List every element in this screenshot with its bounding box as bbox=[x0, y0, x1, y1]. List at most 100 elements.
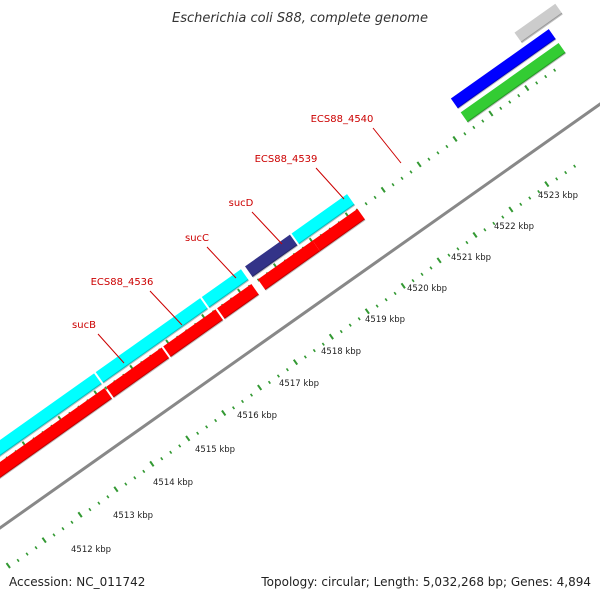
inner-tick bbox=[508, 206, 514, 213]
red-feature-edge bbox=[113, 357, 170, 399]
inner-tick bbox=[339, 329, 343, 334]
inner-tick bbox=[257, 384, 263, 391]
inner-tick bbox=[312, 348, 316, 353]
inner-tick bbox=[70, 520, 74, 524]
inner-tick bbox=[384, 298, 388, 302]
outer-tick bbox=[517, 93, 521, 98]
kbp-label: 4521 kbp bbox=[451, 253, 491, 263]
inner-tick bbox=[544, 181, 550, 188]
inner-tick bbox=[492, 221, 496, 226]
inner-tick bbox=[276, 374, 280, 378]
inner-tick bbox=[555, 177, 559, 181]
gene-labels: sucB ECS88_4536 sucC sucD ECS88_4539 ECS88_45… bbox=[72, 114, 402, 364]
inner-tick bbox=[142, 469, 146, 474]
outer-tick bbox=[553, 68, 557, 72]
outer-tick bbox=[400, 176, 404, 180]
gene-leader-line bbox=[251, 211, 283, 245]
kbp-label: 4517 kbp bbox=[279, 379, 319, 389]
inner-tick bbox=[519, 202, 523, 207]
inner-tick bbox=[160, 457, 164, 461]
kbp-label: 4518 kbp bbox=[321, 347, 361, 357]
inner-tick bbox=[465, 240, 469, 245]
inner-tick bbox=[436, 257, 442, 264]
red-feature bbox=[106, 347, 170, 398]
kbp-label: 4513 kbp bbox=[113, 511, 153, 521]
inner-tick bbox=[232, 406, 236, 410]
inner-tick bbox=[214, 418, 218, 423]
inner-tick bbox=[357, 317, 361, 321]
cyan-feature-edge bbox=[0, 383, 103, 458]
inner-tick bbox=[364, 308, 370, 315]
outer-tick bbox=[373, 195, 377, 200]
cyan-feature bbox=[291, 194, 355, 245]
inner-tick bbox=[400, 282, 406, 289]
feature-tracks bbox=[0, 3, 567, 480]
outer-tick bbox=[481, 119, 485, 123]
kbp-label: 4523 kbp bbox=[538, 191, 578, 201]
inner-tick bbox=[178, 444, 182, 448]
red-feature-edge bbox=[170, 319, 224, 358]
kbp-label: 4515 kbp bbox=[195, 445, 235, 455]
cyan-feature-edge bbox=[102, 307, 209, 384]
gene-label: sucB bbox=[72, 320, 96, 331]
red-feature bbox=[257, 240, 321, 290]
gray-feature-edge bbox=[520, 12, 563, 44]
gene-leader-line bbox=[372, 127, 402, 164]
genome-title: Escherichia coli S88, complete genome bbox=[172, 11, 428, 26]
outer-tick bbox=[416, 161, 422, 168]
inner-tick bbox=[61, 526, 65, 531]
gene-leader-line bbox=[206, 246, 237, 279]
inner-tick bbox=[328, 333, 334, 340]
red-feature bbox=[163, 309, 223, 357]
gene-label: ECS88_4540 bbox=[311, 114, 374, 125]
inner-tick bbox=[77, 511, 83, 518]
red-feature bbox=[217, 283, 259, 319]
red-feature bbox=[0, 388, 112, 478]
inner-tick bbox=[25, 552, 29, 556]
accession-text: Accession: NC_011742 bbox=[9, 575, 145, 589]
outer-tick bbox=[524, 85, 530, 92]
inner-tick bbox=[375, 304, 379, 308]
outer-tick bbox=[380, 186, 386, 193]
blue-feature bbox=[450, 29, 556, 109]
inner-tick bbox=[169, 450, 173, 455]
inner-tick bbox=[573, 164, 577, 168]
green-feature-edge bbox=[467, 52, 567, 124]
red-feature-edge bbox=[0, 397, 113, 480]
cyan-feature bbox=[0, 373, 102, 456]
inner-tick bbox=[240, 399, 245, 404]
inner-tick bbox=[411, 278, 415, 283]
outer-tick bbox=[535, 81, 539, 85]
gene-label: sucD bbox=[229, 198, 254, 209]
kbp-label: 4516 kbp bbox=[237, 411, 277, 421]
inner-tick bbox=[196, 431, 200, 435]
inner-tick bbox=[34, 546, 38, 550]
inner-tick bbox=[537, 189, 541, 194]
inner-tick bbox=[88, 507, 92, 512]
red-feature-edge bbox=[264, 250, 321, 291]
outer-tick bbox=[436, 151, 440, 155]
inner-tick bbox=[52, 533, 56, 537]
topology-text: Topology: circular; Length: 5,032,268 bp… bbox=[260, 575, 591, 589]
inner-tick bbox=[472, 231, 478, 238]
outer-tick bbox=[472, 125, 476, 130]
kbp-label: 4520 kbp bbox=[407, 284, 447, 294]
outer-tick bbox=[427, 157, 431, 161]
gene-label: sucC bbox=[185, 233, 209, 244]
inner-tick bbox=[124, 482, 128, 486]
outer-tick bbox=[463, 132, 467, 136]
inner-tick bbox=[106, 495, 110, 499]
inner-tick bbox=[285, 367, 289, 372]
inner-tick bbox=[133, 476, 137, 480]
inner-tick bbox=[501, 215, 505, 219]
inner-tick bbox=[348, 323, 352, 327]
gray-feature bbox=[514, 3, 563, 43]
kbp-label: 4519 kbp bbox=[365, 315, 405, 325]
kbp-label: 4514 kbp bbox=[153, 478, 193, 488]
navy-feature-edge bbox=[251, 244, 299, 278]
genome-backbone bbox=[0, 102, 600, 530]
gene-leader-line bbox=[97, 333, 125, 364]
inner-tick bbox=[249, 393, 254, 397]
inner-tick-row: 4512 kbp 4513 kbp 4514 kbp 4515 kbp 4516 kbp… bbox=[5, 164, 578, 569]
